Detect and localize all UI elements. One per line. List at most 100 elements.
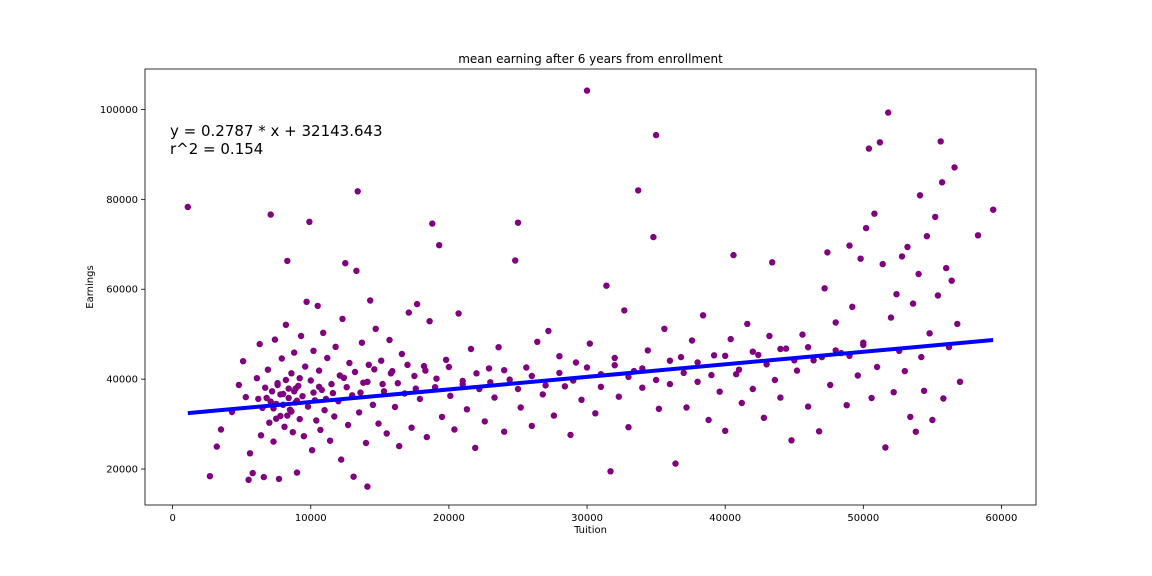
data-point: [300, 433, 308, 440]
data-point: [769, 259, 776, 266]
data-point: [821, 285, 828, 292]
data-point: [308, 447, 316, 454]
data-point: [326, 437, 334, 444]
data-point: [320, 329, 327, 336]
data-point: [245, 476, 252, 483]
data-point: [920, 387, 928, 394]
data-point: [760, 414, 768, 421]
data-point: [350, 473, 357, 480]
data-point: [722, 427, 729, 434]
data-point: [436, 242, 443, 249]
data-point: [879, 260, 886, 268]
data-point: [708, 371, 715, 379]
data-point: [611, 354, 618, 362]
data-point: [534, 338, 541, 345]
data-point: [267, 398, 274, 405]
data-point: [890, 389, 897, 396]
data-point: [506, 376, 513, 383]
data-point: [339, 315, 346, 323]
data-point: [358, 339, 366, 346]
data-point: [683, 404, 690, 411]
data-point: [266, 419, 273, 426]
data-point: [351, 368, 359, 376]
data-point: [344, 421, 352, 429]
data-point: [730, 251, 737, 259]
data-point: [332, 343, 339, 350]
data-point: [253, 375, 261, 382]
data-point: [365, 361, 372, 368]
data-point: [597, 383, 605, 390]
y-tick-label: 80000: [106, 195, 138, 206]
data-point: [217, 426, 225, 433]
data-point: [273, 415, 280, 422]
data-point: [372, 325, 379, 332]
data-point: [912, 428, 919, 435]
data-point: [954, 320, 961, 328]
data-point: [556, 353, 563, 360]
data-point: [433, 375, 440, 382]
data-point: [291, 349, 298, 356]
data-point: [929, 416, 936, 424]
data-point: [255, 395, 262, 403]
data-point: [324, 354, 331, 362]
data-point: [491, 394, 498, 401]
data-point: [572, 359, 580, 366]
x-tick-label: 10000: [295, 513, 327, 524]
data-point: [288, 408, 295, 415]
data-point: [342, 260, 349, 267]
data-point: [793, 367, 801, 374]
data-point: [501, 367, 508, 374]
data-point: [299, 393, 306, 400]
data-point: [263, 394, 270, 402]
y-tick-label: 40000: [106, 375, 138, 386]
data-point: [749, 385, 756, 393]
data-point: [284, 257, 291, 265]
data-point: [517, 404, 524, 411]
data-point: [755, 351, 762, 359]
data-point: [481, 418, 488, 425]
data-point: [810, 357, 817, 364]
data-point: [239, 358, 247, 365]
data-point: [184, 203, 191, 211]
data-point: [442, 356, 450, 363]
data-point: [307, 377, 314, 384]
data-point: [321, 407, 328, 414]
data-point: [918, 353, 925, 361]
data-point: [357, 389, 364, 396]
chart-title: mean earning after 6 years from enrollme…: [458, 52, 723, 66]
data-point: [583, 87, 591, 94]
x-tick-label: 40000: [709, 513, 741, 524]
data-point: [317, 426, 324, 434]
data-point: [804, 403, 812, 410]
data-point: [413, 300, 421, 308]
data-point: [386, 336, 393, 344]
data-point: [371, 366, 378, 373]
data-point: [313, 417, 320, 424]
y-tick-label: 100000: [100, 105, 138, 116]
data-point: [242, 393, 249, 401]
x-axis-label: Tuition: [573, 525, 607, 536]
data-point: [561, 383, 569, 390]
data-point: [832, 319, 839, 326]
data-point: [907, 413, 914, 421]
data-point: [282, 321, 290, 328]
data-point: [865, 145, 873, 152]
data-point: [297, 332, 305, 340]
data-point: [661, 325, 668, 332]
data-point: [473, 370, 480, 377]
data-point: [206, 473, 214, 480]
data-point: [528, 372, 535, 380]
data-point: [887, 314, 895, 321]
data-point: [394, 380, 401, 387]
data-point: [652, 376, 660, 384]
x-tick-label: 50000: [847, 513, 879, 524]
data-point: [937, 138, 944, 145]
x-tick-label: 30000: [571, 513, 603, 524]
data-point: [586, 340, 593, 347]
data-point: [328, 380, 335, 388]
data-point: [354, 188, 361, 195]
data-point: [951, 164, 958, 171]
data-point: [451, 426, 458, 433]
data-point: [625, 373, 632, 381]
data-point: [235, 381, 243, 389]
